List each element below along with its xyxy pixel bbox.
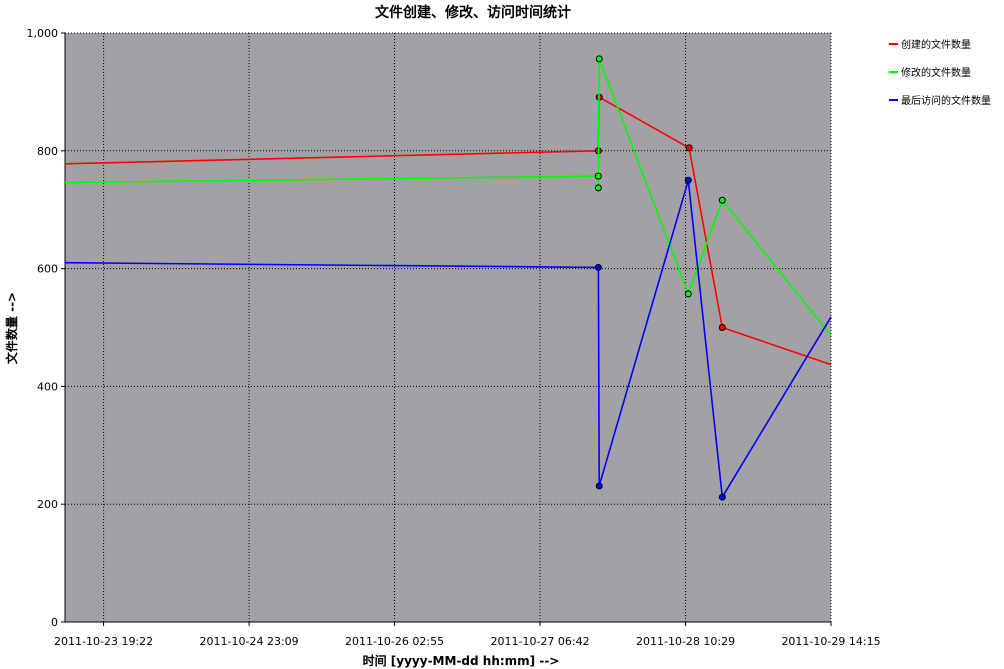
y-tick-label: 400 bbox=[37, 380, 58, 393]
series-group bbox=[64, 176, 832, 501]
x-tick-label: 2011-10-28 10:29 bbox=[636, 635, 735, 648]
data-point bbox=[594, 263, 602, 271]
y-tick-label: 0 bbox=[51, 616, 58, 629]
data-point bbox=[718, 493, 726, 501]
plot-area bbox=[65, 33, 831, 622]
y-tick-label: 600 bbox=[37, 263, 58, 276]
series-group bbox=[64, 55, 832, 336]
axes: 0 200 400 600 800 1,000 2011-10-23 19:22 2011-1… bbox=[27, 27, 881, 648]
y-axis-label: 文件数量 --> bbox=[4, 292, 19, 364]
y-tick-label: 1,000 bbox=[27, 27, 59, 40]
x-tick-label: 2011-10-23 19:22 bbox=[54, 635, 153, 648]
series-line bbox=[64, 179, 832, 498]
data-point bbox=[594, 184, 602, 192]
legend-label: 创建的文件数量 bbox=[901, 38, 971, 51]
data-point bbox=[684, 290, 692, 298]
x-tick-label: 2011-10-27 06:42 bbox=[490, 635, 589, 648]
x-axis-label: 时间 [yyyy-MM-dd hh:mm] --> bbox=[363, 653, 560, 668]
y-tick-label: 800 bbox=[37, 145, 58, 158]
legend-label: 修改的文件数量 bbox=[901, 66, 971, 79]
series-layer bbox=[64, 55, 832, 501]
data-point bbox=[595, 482, 603, 490]
data-point bbox=[685, 144, 693, 152]
legend-label: 最后访问的文件数量 bbox=[901, 94, 991, 107]
data-point bbox=[718, 196, 726, 204]
x-tick-label: 2011-10-24 23:09 bbox=[200, 635, 299, 648]
series-line bbox=[64, 96, 832, 366]
data-point bbox=[718, 324, 726, 331]
data-point bbox=[595, 55, 603, 63]
y-tick-label: 200 bbox=[37, 498, 58, 511]
x-tick-label: 2011-10-29 14:15 bbox=[781, 635, 880, 648]
data-point bbox=[594, 172, 602, 180]
x-tick-label: 2011-10-26 02:55 bbox=[345, 635, 444, 648]
grid bbox=[65, 32, 832, 622]
chart-title: 文件创建、修改、访问时间统计 bbox=[375, 4, 571, 21]
data-point bbox=[684, 176, 692, 184]
